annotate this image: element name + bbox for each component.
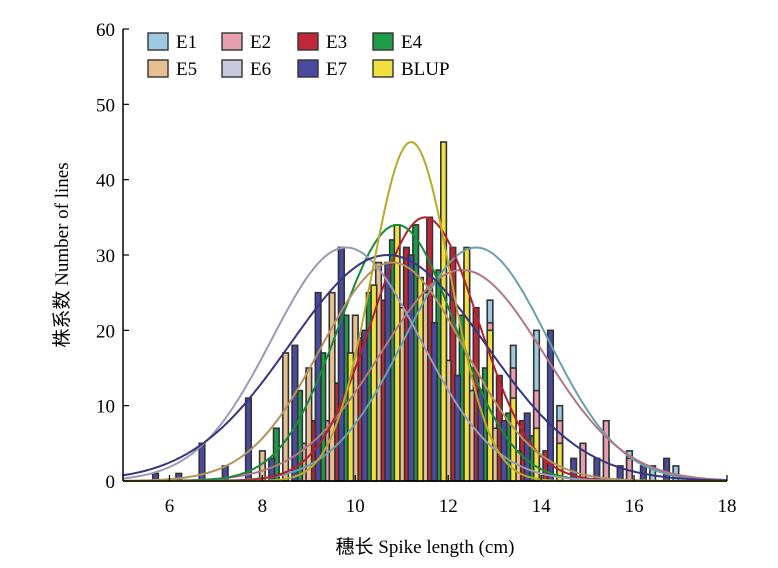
x-tick-label-0: 6 [165, 496, 175, 517]
x-tick-label-6: 18 [718, 496, 737, 517]
legend-label-e2: E2 [250, 32, 271, 53]
y-tick-label-5: 50 [96, 95, 115, 116]
legend-label-e1: E1 [176, 32, 197, 53]
legend-swatch-e2 [221, 32, 243, 51]
legend-label-e5: E5 [176, 59, 197, 80]
bar-e7-7 [314, 291, 322, 482]
legend-label-e7: E7 [326, 59, 347, 80]
legend-swatch-e4 [372, 32, 394, 51]
bar-e7-17 [546, 329, 555, 482]
bar-e7-6 [291, 344, 299, 482]
x-tick-label-4: 14 [532, 496, 552, 517]
legend-label-blup: BLUP [401, 59, 450, 80]
x-tick-label-5: 16 [625, 496, 644, 517]
bar-e7-11 [407, 254, 415, 482]
legend-swatch-e1 [147, 32, 169, 51]
curve-e7 [122, 253, 728, 482]
y-tick-label-4: 40 [96, 171, 115, 192]
x-tick-label-2: 10 [346, 496, 365, 517]
legend-swatch-e6 [221, 59, 243, 78]
legend-swatch-e7 [297, 59, 319, 78]
bar-e7-4 [244, 397, 253, 482]
x-tick-label-1: 8 [258, 496, 268, 517]
bar-e5-3 [328, 291, 336, 482]
legend-label-e3: E3 [326, 32, 347, 53]
legend-swatch-e3 [297, 32, 319, 51]
legend-swatch-e5 [147, 59, 169, 78]
y-tick-label-1: 10 [96, 397, 115, 418]
bar-e7-13 [453, 374, 462, 482]
x-tick-label-3: 12 [439, 496, 458, 517]
axes-layer: 0 10 20 30 40 50 60 6 8 10 12 14 16 18 [96, 20, 737, 517]
y-tick-label-6: 60 [96, 20, 115, 41]
legend-label-e4: E4 [401, 32, 423, 53]
y-tick-label-0: 0 [106, 472, 116, 493]
x-axis-label: 穗长 Spike length (cm) [336, 536, 515, 558]
bar-e2-13 [602, 419, 610, 482]
bar-e7-9 [361, 329, 369, 482]
y-axis-label: 株系数 Number of lines [51, 162, 73, 347]
y-tick-label-3: 30 [96, 246, 115, 267]
bar-e7-12 [430, 321, 438, 482]
legend: E1 E2 E3 E4 E5 E6 E7 BLUP [147, 32, 450, 80]
y-tick-label-2: 20 [96, 321, 115, 342]
legend-label-e6: E6 [250, 59, 271, 80]
legend-swatch-blup [372, 59, 394, 78]
